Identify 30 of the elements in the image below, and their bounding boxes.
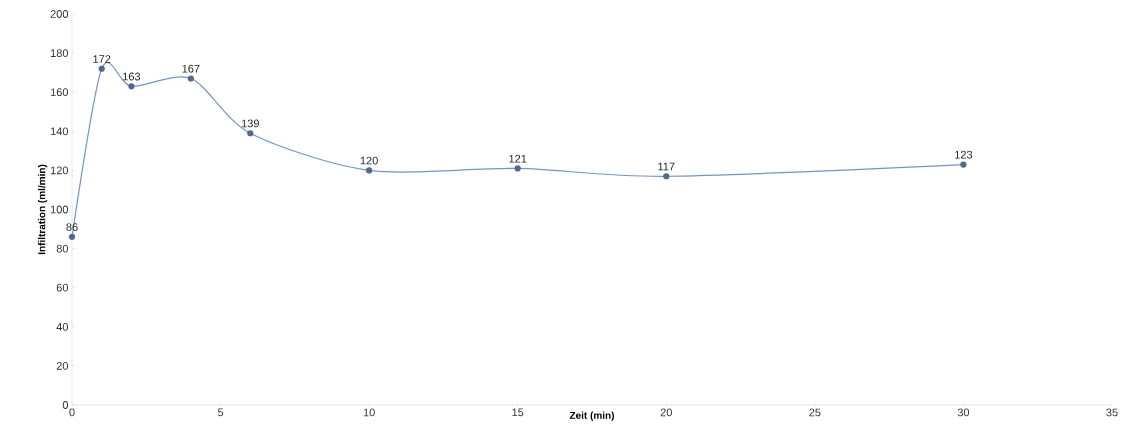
x-tick-label: 35	[1106, 408, 1118, 417]
x-tick-label: 15	[512, 408, 524, 417]
y-axis-title: Infiltration (ml/min)	[37, 164, 48, 255]
x-tick-label: 20	[660, 408, 672, 417]
y-tick-label: 140	[50, 127, 69, 136]
y-tick-label: 160	[50, 88, 69, 97]
y-tick-label: 80	[56, 244, 69, 253]
data-label: 120	[360, 156, 378, 165]
y-tick-label: 100	[50, 205, 69, 214]
data-label: 117	[658, 162, 675, 171]
data-label: 172	[93, 55, 111, 63]
x-tick-label: 30	[957, 408, 970, 417]
x-axis-title: Zeit (min)	[569, 411, 614, 421]
x-tick-label: 5	[217, 408, 224, 417]
data-label: 86	[66, 223, 78, 231]
y-tick-label: 180	[50, 49, 69, 57]
x-tick-label: 0	[69, 408, 75, 417]
data-label: 167	[182, 64, 200, 73]
y-tick-label: 0	[62, 401, 69, 409]
y-tick-label: 40	[56, 322, 69, 331]
y-tick-label: 20	[56, 362, 69, 370]
y-tick-label: 120	[50, 166, 69, 175]
x-tick-label: 10	[363, 408, 375, 417]
y-tick-label: 200	[50, 10, 69, 18]
data-label: 139	[241, 119, 259, 128]
y-tick-label: 60	[56, 283, 69, 292]
data-label: 123	[955, 150, 973, 159]
data-label: 121	[509, 154, 527, 163]
data-label: 163	[123, 72, 141, 81]
x-tick-label: 25	[809, 408, 821, 417]
